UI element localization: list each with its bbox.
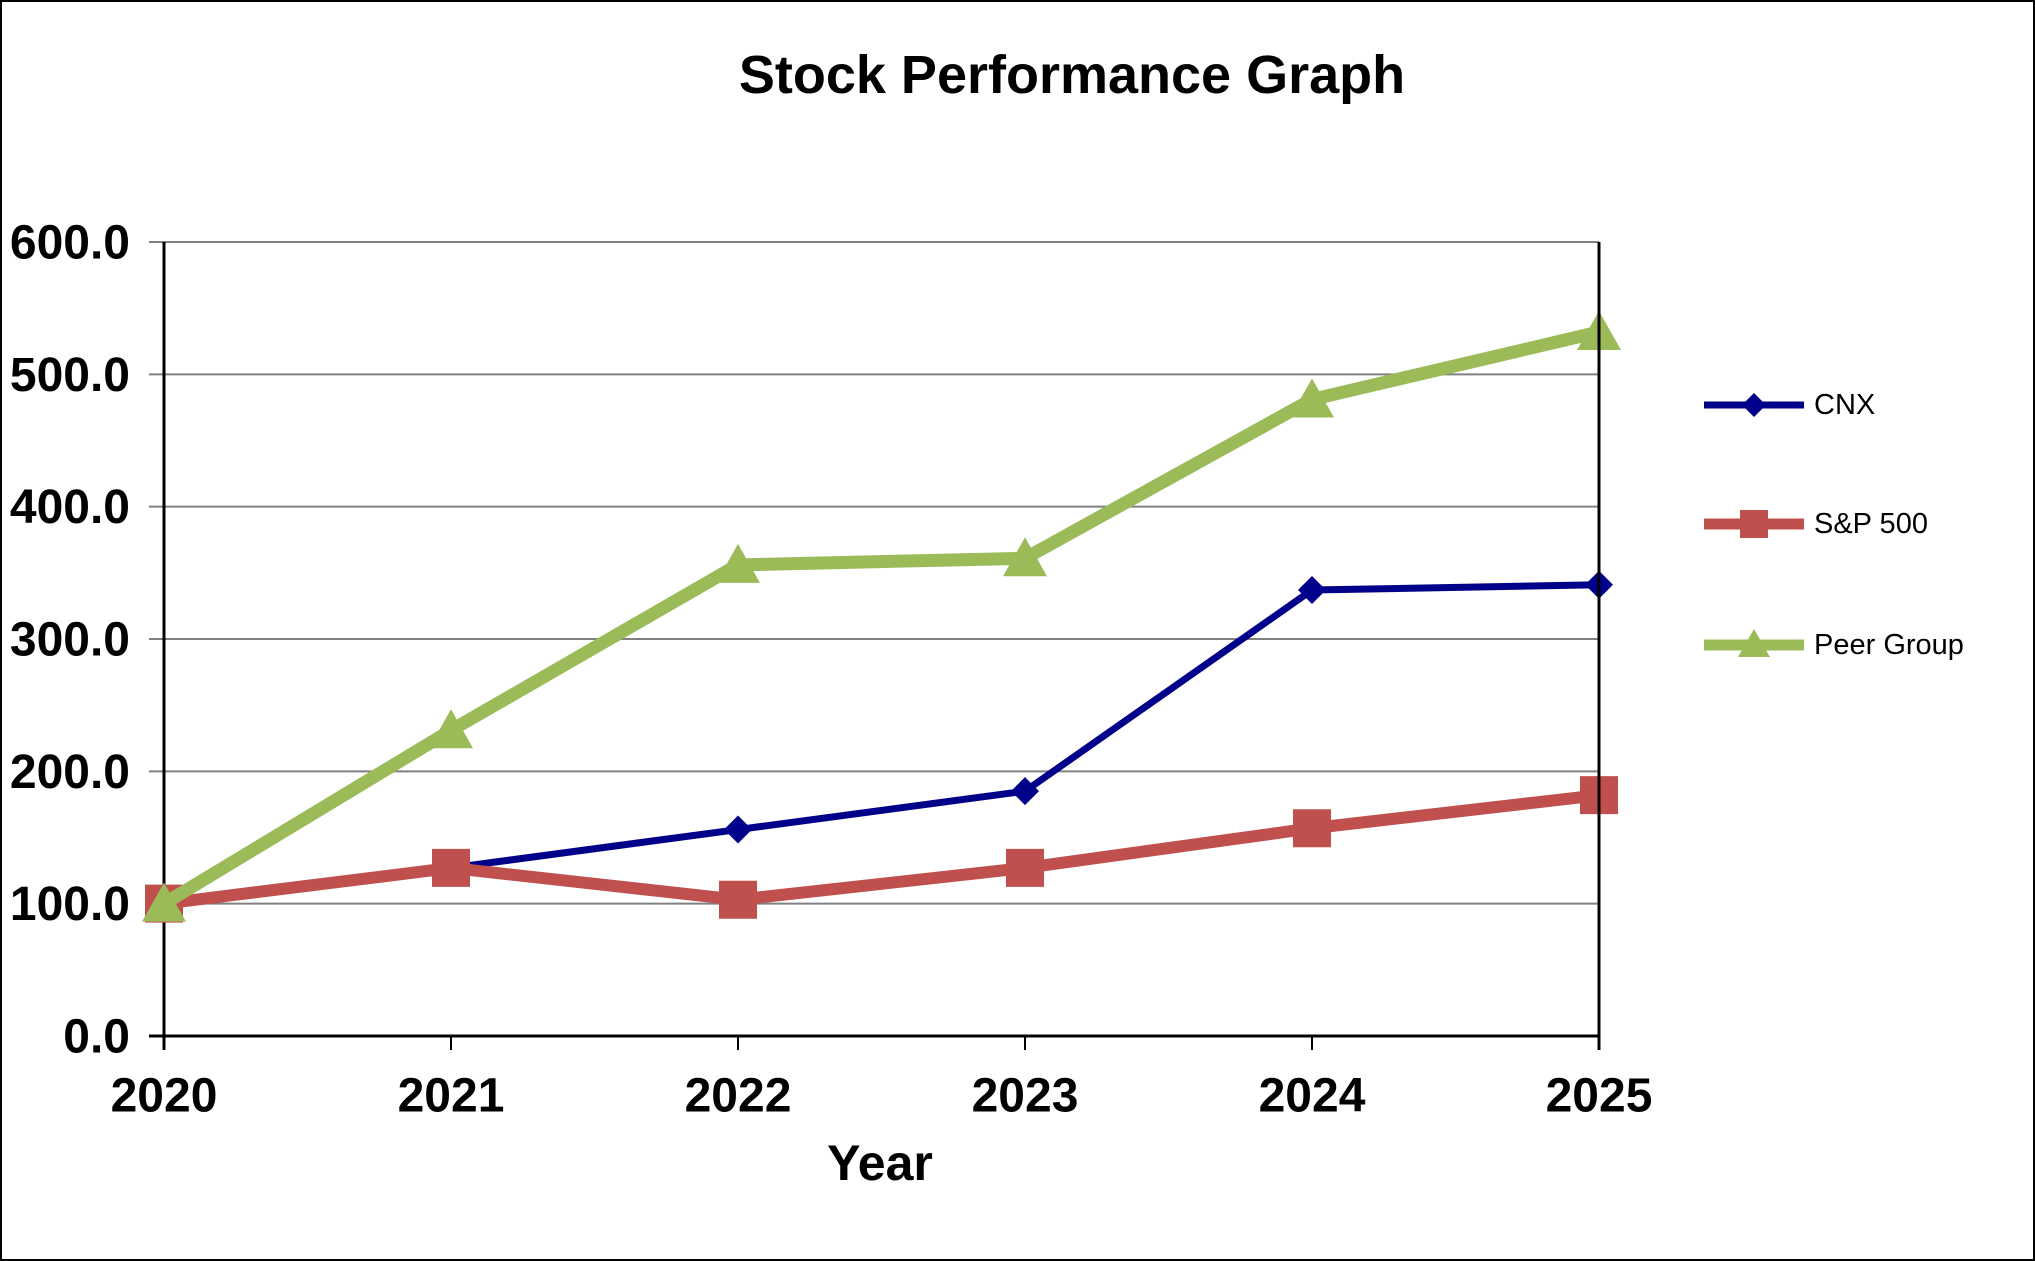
y-tick-label: 300.0 [10, 614, 130, 667]
data-point-marker [719, 880, 757, 919]
data-point-marker [1006, 848, 1044, 887]
data-point-marker [142, 882, 186, 922]
data-point-marker [432, 848, 470, 887]
legend-item-cnx: CNX [1702, 383, 1875, 427]
data-point-marker [716, 543, 760, 583]
legend-item-sp500: S&P 500 [1702, 502, 1928, 546]
legend-triangle-marker-icon [1704, 629, 1804, 657]
legend-label-sp500: S&P 500 [1814, 507, 1928, 540]
data-point-marker [1290, 378, 1334, 418]
x-tick-label: 2024 [1259, 1070, 1366, 1123]
y-tick-label: 100.0 [10, 878, 130, 931]
series-line-peer-group [160, 325, 1601, 910]
chart-title: Stock Performance Graph [738, 45, 1406, 105]
data-point-marker [1293, 809, 1331, 848]
y-tick-label: 600.0 [10, 217, 130, 270]
y-tick-label: 400.0 [10, 481, 130, 534]
data-point-marker [1011, 777, 1039, 806]
x-tick-label: 2022 [685, 1070, 792, 1123]
x-tick-label: 2023 [972, 1070, 1079, 1123]
x-tick-label: 2021 [398, 1070, 505, 1123]
legend-diamond-marker-icon [1704, 393, 1804, 417]
legend-label-peer-group: Peer Group [1814, 628, 1964, 661]
data-point-marker [429, 709, 473, 749]
data-point-marker [1003, 537, 1047, 577]
data-point-marker [724, 815, 752, 844]
y-tick-label: 500.0 [10, 349, 130, 402]
x-tick-label: 2025 [1546, 1070, 1653, 1123]
x-axis-title: Year [827, 1135, 933, 1191]
y-tick-label: 200.0 [10, 746, 130, 799]
y-tick-label: 0.0 [63, 1011, 130, 1064]
legend-item-peer-group: Peer Group [1702, 623, 1964, 667]
data-point-marker [1298, 576, 1326, 605]
legend-label-cnx: CNX [1814, 388, 1876, 421]
series-line-sp500 [163, 789, 1600, 910]
x-tick-label: 2020 [111, 1070, 218, 1123]
legend-square-marker-icon [1704, 510, 1804, 538]
series-line-cnx [163, 581, 1600, 908]
